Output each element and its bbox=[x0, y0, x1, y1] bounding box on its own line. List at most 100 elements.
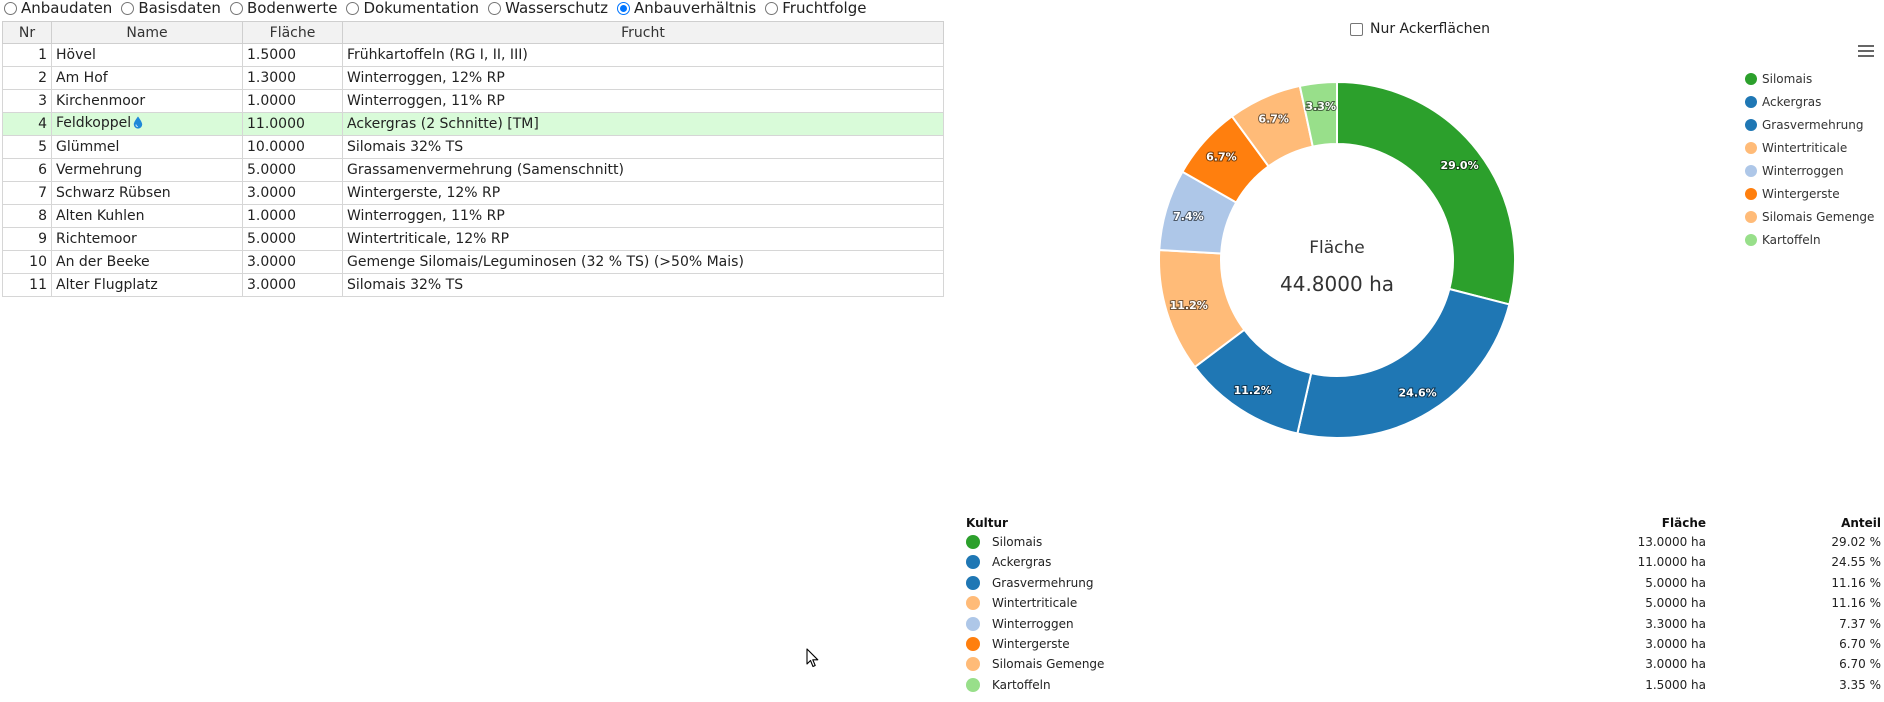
chart-center-value: 44.8000 ha bbox=[1280, 272, 1394, 296]
legend-item-silomais-gemenge[interactable]: Silomais Gemenge bbox=[1745, 205, 1874, 228]
checkbox-label: Nur Ackerflächen bbox=[1370, 21, 1491, 37]
radio-fruchtfolge[interactable]: Fruchtfolge bbox=[765, 0, 866, 17]
slice-ackergras[interactable] bbox=[1296, 287, 1511, 439]
legend-item-silomais[interactable]: Silomais bbox=[1745, 67, 1874, 90]
table-row[interactable]: 7 Schwarz Rübsen 3.0000 Wintergerste, 12% R… bbox=[2, 181, 944, 205]
cell-flaeche: 3.0000 bbox=[242, 250, 343, 274]
table-row[interactable]: 1 Hövel 1.5000 Frühkartoffeln (RG I, II, II… bbox=[2, 43, 944, 67]
summary-anteil: 6.70 % bbox=[1839, 657, 1881, 672]
slice-label-wintertriticale: 11.2% bbox=[1170, 299, 1208, 312]
radio-anbauverhältnis[interactable]: Anbauverhältnis bbox=[617, 0, 756, 17]
summary-kultur: Grasvermehrung bbox=[992, 575, 1094, 590]
legend-label: Kartoffeln bbox=[1762, 232, 1821, 247]
table-row[interactable]: 2 Am Hof 1.3000 Winterroggen, 12% RP bbox=[2, 66, 944, 90]
table-row[interactable]: 9 Richtemoor 5.0000 Wintertriticale, 12% RP bbox=[2, 227, 944, 251]
summary-row: Wintertriticale 5.0000 ha 11.16 % bbox=[962, 593, 1882, 613]
radio-circle[interactable] bbox=[121, 1, 135, 15]
summary-color-dot bbox=[966, 535, 980, 549]
slice-silomais[interactable] bbox=[1336, 80, 1516, 306]
legend-item-kartoffeln[interactable]: Kartoffeln bbox=[1745, 228, 1874, 251]
legend-item-wintertriticale[interactable]: Wintertriticale bbox=[1745, 136, 1874, 159]
table-row[interactable]: 6 Vermehrung 5.0000 Grassamenvermehrung (Sa… bbox=[2, 158, 944, 182]
radio-circle[interactable] bbox=[765, 1, 779, 15]
cell-frucht: Gemenge Silomais/Leguminosen (32 % TS) (… bbox=[342, 250, 944, 274]
summary-row: Grasvermehrung 5.0000 ha 11.16 % bbox=[962, 573, 1882, 593]
header-flaeche[interactable]: Fläche bbox=[242, 21, 343, 44]
cell-name: Am Hof bbox=[51, 66, 243, 90]
cell-flaeche: 1.0000 bbox=[242, 89, 343, 113]
cell-frucht: Frühkartoffeln (RG I, II, III) bbox=[342, 43, 944, 67]
cell-name: An der Beeke bbox=[51, 250, 243, 274]
table-row[interactable]: 8 Alten Kuhlen 1.0000 Winterroggen, 11% RP bbox=[2, 204, 944, 228]
cell-name-text: Hövel bbox=[56, 47, 96, 63]
radio-dokumentation[interactable]: Dokumentation bbox=[346, 0, 479, 17]
slice-kartoffeln[interactable] bbox=[1298, 80, 1338, 148]
cell-frucht: Silomais 32% TS bbox=[342, 273, 944, 297]
table-header-row: Nr Name Fläche Frucht bbox=[2, 21, 944, 44]
summary-kultur: Wintertriticale bbox=[992, 596, 1078, 611]
table-row[interactable]: 10 An der Beeke 3.0000 Gemenge Silomais/Leg… bbox=[2, 250, 944, 274]
legend-marker bbox=[1745, 210, 1757, 223]
cell-frucht: Silomais 32% TS bbox=[342, 135, 944, 159]
summary-row: Wintergerste 3.0000 ha 6.70 % bbox=[962, 634, 1882, 654]
legend-item-wintergerste[interactable]: Wintergerste bbox=[1745, 182, 1874, 205]
water-drop-icon bbox=[133, 116, 143, 133]
nur-ackerflaechen-checkbox[interactable]: Nur Ackerflächen bbox=[1350, 21, 1490, 37]
cell-nr: 9 bbox=[2, 227, 52, 251]
summary-row: Silomais Gemenge 3.0000 ha 6.70 % bbox=[962, 654, 1882, 674]
header-frucht[interactable]: Frucht bbox=[342, 21, 944, 44]
cell-name-text: Richtemoor bbox=[56, 231, 137, 247]
table-row[interactable]: 5 Glümmel 10.0000 Silomais 32% TS bbox=[2, 135, 944, 159]
radio-bodenwerte[interactable]: Bodenwerte bbox=[229, 0, 337, 17]
slice-label-wintergerste: 6.7% bbox=[1206, 151, 1237, 164]
cell-frucht: Wintertriticale, 12% RP bbox=[342, 227, 944, 251]
checkbox-box[interactable] bbox=[1350, 22, 1363, 36]
summary-flaeche: 5.0000 ha bbox=[1645, 575, 1706, 590]
radio-circle[interactable] bbox=[346, 1, 360, 15]
summary-kultur: Wintergerste bbox=[992, 636, 1070, 651]
cell-name: Schwarz Rübsen bbox=[51, 181, 243, 205]
summary-anteil: 7.37 % bbox=[1839, 616, 1881, 631]
summary-kultur: Ackergras bbox=[992, 555, 1052, 570]
cell-name: Glümmel bbox=[51, 135, 243, 159]
radio-circle[interactable] bbox=[229, 1, 243, 15]
summary-color-dot bbox=[966, 616, 980, 631]
radio-label: Anbauverhältnis bbox=[634, 0, 757, 17]
radio-wasserschutz[interactable]: Wasserschutz bbox=[488, 0, 608, 17]
header-nr[interactable]: Nr bbox=[2, 21, 52, 44]
radio-circle[interactable] bbox=[488, 1, 502, 15]
radio-anbaudaten[interactable]: Anbaudaten bbox=[4, 0, 112, 17]
header-name[interactable]: Name bbox=[51, 21, 243, 44]
summary-anteil: 11.16 % bbox=[1831, 596, 1881, 611]
legend-label: Wintertriticale bbox=[1762, 140, 1848, 155]
cell-frucht: Ackergras (2 Schnitte) [TM] bbox=[342, 112, 944, 136]
radio-circle[interactable] bbox=[4, 1, 17, 15]
radio-circle[interactable] bbox=[617, 1, 630, 15]
legend-marker bbox=[1745, 95, 1757, 108]
cell-nr: 6 bbox=[2, 158, 52, 182]
summary-flaeche: 13.0000 ha bbox=[1637, 535, 1706, 549]
summary-anteil: 24.55 % bbox=[1831, 555, 1881, 570]
cell-flaeche: 10.0000 bbox=[242, 135, 343, 159]
cell-name: Richtemoor bbox=[51, 227, 243, 251]
table-row[interactable]: 11 Alter Flugplatz 3.0000 Silomais 32% TS bbox=[2, 273, 944, 297]
summary-flaeche: 3.0000 ha bbox=[1645, 657, 1706, 672]
cell-nr: 5 bbox=[2, 135, 52, 159]
summary-color-dot bbox=[966, 555, 980, 570]
table-row[interactable]: 3 Kirchenmoor 1.0000 Winterroggen, 11% RP bbox=[2, 89, 944, 113]
table-row[interactable]: 4 Feldkoppel 11.0000 Ackergras (2 Schnitte)… bbox=[2, 112, 944, 136]
radio-label: Basisdaten bbox=[138, 0, 221, 17]
summary-header-anteil: Anteil bbox=[1841, 516, 1881, 530]
cell-name-text: Glümmel bbox=[56, 139, 120, 155]
summary-kultur: Winterroggen bbox=[992, 616, 1074, 631]
hamburger-menu-icon[interactable] bbox=[1858, 45, 1874, 57]
radio-basisdaten[interactable]: Basisdaten bbox=[121, 0, 221, 17]
legend-item-grasvermehrung[interactable]: Grasvermehrung bbox=[1745, 113, 1874, 136]
radio-label: Dokumentation bbox=[363, 0, 480, 17]
summary-kultur: Silomais Gemenge bbox=[992, 657, 1105, 672]
cell-flaeche: 3.0000 bbox=[242, 181, 343, 205]
legend-item-ackergras[interactable]: Ackergras bbox=[1745, 90, 1874, 113]
legend-item-winterroggen[interactable]: Winterroggen bbox=[1745, 159, 1874, 182]
cell-flaeche: 1.3000 bbox=[242, 66, 343, 90]
summary-color-dot bbox=[966, 657, 980, 672]
